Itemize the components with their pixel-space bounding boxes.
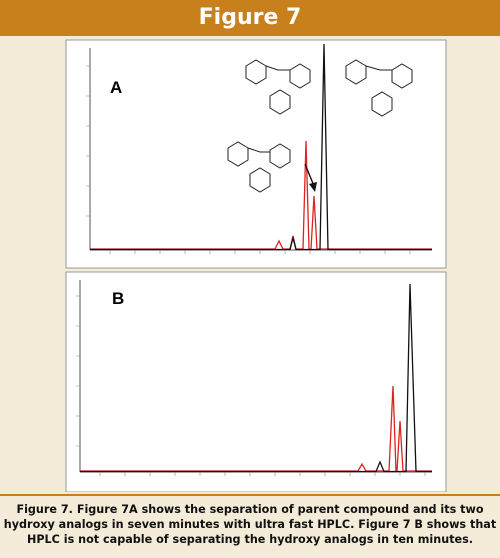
figure-title: Figure 7 [0,0,500,36]
panel-label: B [112,289,124,308]
trace-black [80,283,432,473]
structure [227,59,413,193]
caption: Figure 7. Figure 7A shows the separation… [0,494,500,558]
ticks-a [86,65,411,254]
caption-line: HPLC is not capable of separating the hy… [26,533,474,546]
arrow [304,163,315,187]
ticks-b [76,295,426,476]
trace-black [90,43,432,251]
panel-b [65,271,447,492]
figure: A B [65,39,447,492]
arrow-head [309,182,317,192]
caption-line: hydroxy analogs in seven minutes with ul… [3,518,497,531]
trace-red [80,385,432,472]
caption-line: Figure 7. Figure 7A shows the separation… [16,503,484,516]
panel-label: A [110,78,122,97]
panel-a [65,39,447,269]
